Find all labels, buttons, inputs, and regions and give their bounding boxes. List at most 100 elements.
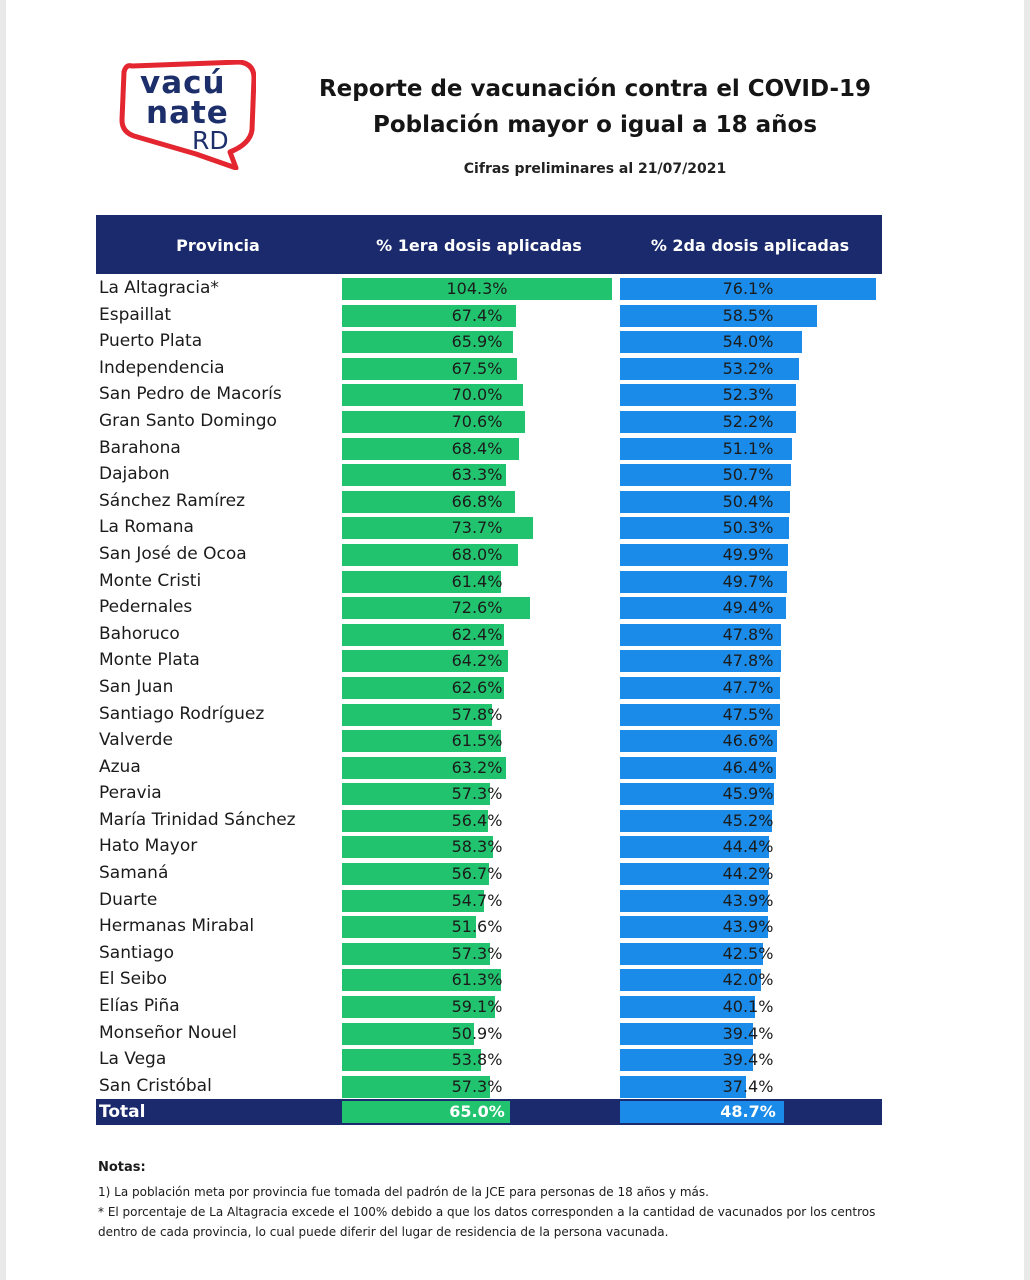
dose1-value: 104.3% — [446, 279, 508, 298]
dose2-value: 39.4% — [722, 1023, 774, 1043]
dose1-value: 51.6% — [451, 917, 503, 937]
dose2-bar — [620, 836, 770, 859]
dose2-bar — [620, 490, 790, 513]
dose2-value: 50.4% — [722, 491, 774, 511]
dose2-value: 51.1% — [722, 438, 774, 458]
province-name: Espaillat — [99, 304, 172, 325]
table-row: Pedernales 72.6% 49.4% — [96, 595, 882, 622]
table-row: Santiago 57.3% 42.5% — [96, 941, 882, 968]
column-header-dose1: % 1era dosis aplicadas — [376, 236, 582, 255]
dose2-bar — [620, 650, 781, 673]
dose2-value: 47.8% — [722, 651, 774, 671]
province-name: María Trinidad Sánchez — [99, 809, 296, 830]
dose2-bar — [620, 1075, 746, 1098]
dose2-value: 43.9% — [722, 917, 774, 937]
dose2-bar — [620, 331, 802, 354]
dose1-bar — [342, 490, 515, 513]
dose2-value: 58.5% — [722, 305, 774, 325]
total-dose1-value: 65.0% — [449, 1102, 505, 1121]
dose1-bar — [342, 916, 476, 939]
dose2-value: 47.5% — [722, 704, 774, 724]
dose1-value: 57.3% — [451, 1076, 503, 1096]
dose1-bar — [342, 942, 491, 965]
province-name: Duarte — [99, 889, 158, 910]
province-name: Santiago Rodríguez — [99, 703, 265, 724]
dose2-bar — [620, 809, 773, 832]
dose2-value: 49.4% — [722, 598, 774, 618]
dose1-value: 64.2% — [451, 651, 503, 671]
page-edge-right — [1024, 0, 1030, 1280]
province-name: San Juan — [99, 676, 174, 697]
table-row: Santiago Rodríguez 57.8% 47.5% — [96, 702, 882, 729]
province-name: Samaná — [99, 863, 169, 884]
table-row: La Vega 53.8% 39.4% — [96, 1047, 882, 1074]
logo-text-line1: vacú — [140, 65, 226, 101]
table-row: La Romana 73.7% 50.3% — [96, 515, 882, 542]
dose1-value: 53.8% — [451, 1050, 503, 1070]
province-name: Peravia — [99, 783, 162, 804]
dose2-value: 43.9% — [722, 890, 774, 910]
dose1-value: 61.3% — [451, 970, 503, 990]
report-subtitle: Población mayor o igual a 18 años — [372, 112, 818, 138]
province-name: Hermanas Mirabal — [99, 916, 255, 937]
table-row: Bahoruco 62.4% 47.8% — [96, 622, 882, 649]
province-name: Valverde — [99, 730, 173, 751]
dose1-bar — [342, 464, 506, 487]
dose1-value: 70.6% — [451, 411, 503, 431]
dose1-bar — [342, 1022, 474, 1045]
dose2-value: 45.2% — [722, 810, 774, 830]
dose2-bar — [620, 437, 792, 460]
dose2-bar — [620, 464, 791, 487]
table-row: Monte Cristi 61.4% 49.7% — [96, 569, 882, 596]
dose1-value: 61.5% — [451, 731, 503, 751]
dose2-value: 42.0% — [722, 970, 774, 990]
dose1-value: 66.8% — [451, 491, 503, 511]
dose1-bar — [342, 304, 517, 327]
table-row: San Cristóbal 57.3% 37.4% — [96, 1074, 882, 1101]
dose2-bar — [620, 357, 799, 380]
dose1-bar — [342, 650, 509, 673]
dose1-bar — [342, 410, 525, 433]
dose2-bar — [620, 730, 777, 753]
table-row: Puerto Plata 65.9% 54.0% — [96, 329, 882, 356]
column-header-dose2: % 2da dosis aplicadas — [650, 236, 850, 255]
table-row: Duarte 54.7% 43.9% — [96, 888, 882, 915]
province-name: Sánchez Ramírez — [99, 490, 246, 511]
dose2-bar — [620, 623, 781, 646]
dose2-value: 40.1% — [722, 997, 774, 1017]
province-name: Azua — [99, 756, 141, 777]
dose1-bar — [342, 517, 533, 540]
table-row: San Juan 62.6% 47.7% — [96, 675, 882, 702]
dose2-value: 50.3% — [722, 518, 774, 538]
dose1-value: 61.4% — [451, 571, 503, 591]
table-row: Peravia 57.3% 45.9% — [96, 781, 882, 808]
table-row: Monte Plata 64.2% 47.8% — [96, 648, 882, 675]
dose1-value: 63.3% — [451, 465, 503, 485]
dose2-value: 47.7% — [722, 677, 774, 697]
province-name: San José de Ocoa — [99, 543, 247, 564]
dose1-value: 65.9% — [451, 332, 503, 352]
dose2-bar — [620, 916, 768, 939]
dose1-value: 62.6% — [451, 677, 503, 697]
dose1-value: 57.3% — [451, 943, 503, 963]
total-dose2-bar — [620, 1101, 784, 1123]
dose1-value: 67.4% — [451, 305, 503, 325]
province-name: Gran Santo Domingo — [99, 410, 277, 431]
dose1-bar — [342, 809, 488, 832]
page-edge-left — [0, 0, 6, 1280]
dose1-value: 62.4% — [451, 624, 503, 644]
province-name: Santiago — [99, 942, 174, 963]
table-row: Sánchez Ramírez 66.8% 50.4% — [96, 489, 882, 516]
province-name: Barahona — [99, 437, 181, 458]
dose2-value: 44.2% — [722, 864, 774, 884]
dose2-value: 39.4% — [722, 1050, 774, 1070]
dose2-value: 53.2% — [722, 358, 774, 378]
dose2-bar — [620, 996, 755, 1019]
dose1-bar — [342, 969, 501, 992]
dose2-value: 52.2% — [722, 411, 774, 431]
report-title: Reporte de vacunación contra el COVID-19 — [318, 76, 872, 102]
dose2-value: 45.9% — [722, 784, 774, 804]
dose2-value: 46.6% — [722, 731, 774, 751]
dose1-bar — [342, 278, 612, 300]
dose1-value: 63.2% — [451, 757, 503, 777]
